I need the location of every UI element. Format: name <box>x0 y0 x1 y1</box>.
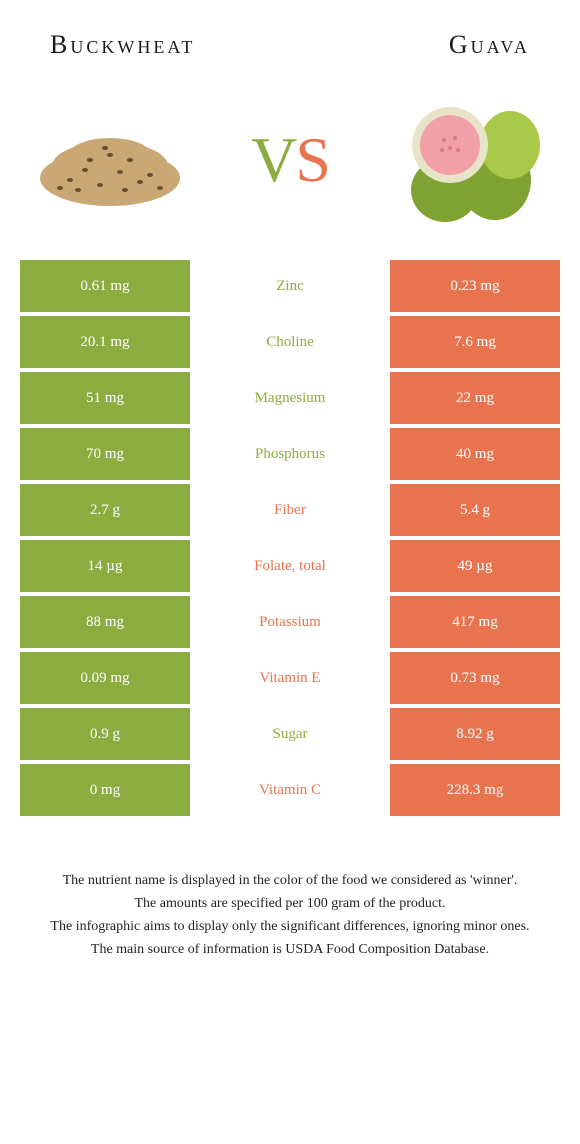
left-value-cell: 0.09 mg <box>20 652 190 704</box>
vs-label: VS <box>251 123 329 197</box>
nutrient-label-cell: Potassium <box>190 596 390 648</box>
right-value-cell: 22 mg <box>390 372 560 424</box>
guava-image <box>390 90 550 230</box>
nutrient-label-cell: Vitamin E <box>190 652 390 704</box>
footer-line-1: The nutrient name is displayed in the co… <box>40 870 540 891</box>
nutrient-label-cell: Vitamin C <box>190 764 390 816</box>
right-food-title: Guava <box>449 30 530 60</box>
nutrient-label-cell: Sugar <box>190 708 390 760</box>
footer-notes: The nutrient name is displayed in the co… <box>20 820 560 982</box>
nutrient-row: 2.7 gFiber5.4 g <box>20 484 560 536</box>
left-value-cell: 70 mg <box>20 428 190 480</box>
right-value-cell: 0.73 mg <box>390 652 560 704</box>
nutrient-label-cell: Phosphorus <box>190 428 390 480</box>
right-value-cell: 8.92 g <box>390 708 560 760</box>
images-row: VS <box>20 70 560 260</box>
left-value-cell: 0.61 mg <box>20 260 190 312</box>
left-value-cell: 0 mg <box>20 764 190 816</box>
right-value-cell: 7.6 mg <box>390 316 560 368</box>
guava-icon <box>390 90 550 230</box>
right-value-cell: 228.3 mg <box>390 764 560 816</box>
nutrient-row: 0.61 mgZinc0.23 mg <box>20 260 560 312</box>
right-value-cell: 49 µg <box>390 540 560 592</box>
left-value-cell: 20.1 mg <box>20 316 190 368</box>
right-value-cell: 0.23 mg <box>390 260 560 312</box>
right-value-cell: 417 mg <box>390 596 560 648</box>
header-row: Buckwheat Guava <box>20 30 560 70</box>
left-value-cell: 51 mg <box>20 372 190 424</box>
nutrient-row: 0.9 gSugar8.92 g <box>20 708 560 760</box>
buckwheat-icon <box>30 100 190 220</box>
nutrient-label-cell: Fiber <box>190 484 390 536</box>
nutrient-row: 0 mgVitamin C228.3 mg <box>20 764 560 816</box>
nutrient-label-cell: Magnesium <box>190 372 390 424</box>
nutrient-row: 88 mgPotassium417 mg <box>20 596 560 648</box>
nutrient-label-cell: Choline <box>190 316 390 368</box>
nutrient-row: 0.09 mgVitamin E0.73 mg <box>20 652 560 704</box>
left-value-cell: 88 mg <box>20 596 190 648</box>
footer-line-3: The infographic aims to display only the… <box>40 916 540 937</box>
vs-v-letter: V <box>251 124 295 195</box>
vs-s-letter: S <box>295 124 329 195</box>
footer-line-2: The amounts are specified per 100 gram o… <box>40 893 540 914</box>
infographic-container: Buckwheat Guava <box>0 0 580 1002</box>
left-value-cell: 2.7 g <box>20 484 190 536</box>
nutrient-label-cell: Folate, total <box>190 540 390 592</box>
left-food-title: Buckwheat <box>50 30 195 60</box>
nutrient-row: 14 µgFolate, total49 µg <box>20 540 560 592</box>
left-value-cell: 14 µg <box>20 540 190 592</box>
right-value-cell: 40 mg <box>390 428 560 480</box>
footer-line-4: The main source of information is USDA F… <box>40 939 540 960</box>
nutrient-row: 51 mgMagnesium22 mg <box>20 372 560 424</box>
nutrient-table: 0.61 mgZinc0.23 mg20.1 mgCholine7.6 mg51… <box>20 260 560 816</box>
left-value-cell: 0.9 g <box>20 708 190 760</box>
nutrient-label-cell: Zinc <box>190 260 390 312</box>
buckwheat-image <box>30 90 190 230</box>
right-value-cell: 5.4 g <box>390 484 560 536</box>
nutrient-row: 70 mgPhosphorus40 mg <box>20 428 560 480</box>
nutrient-row: 20.1 mgCholine7.6 mg <box>20 316 560 368</box>
